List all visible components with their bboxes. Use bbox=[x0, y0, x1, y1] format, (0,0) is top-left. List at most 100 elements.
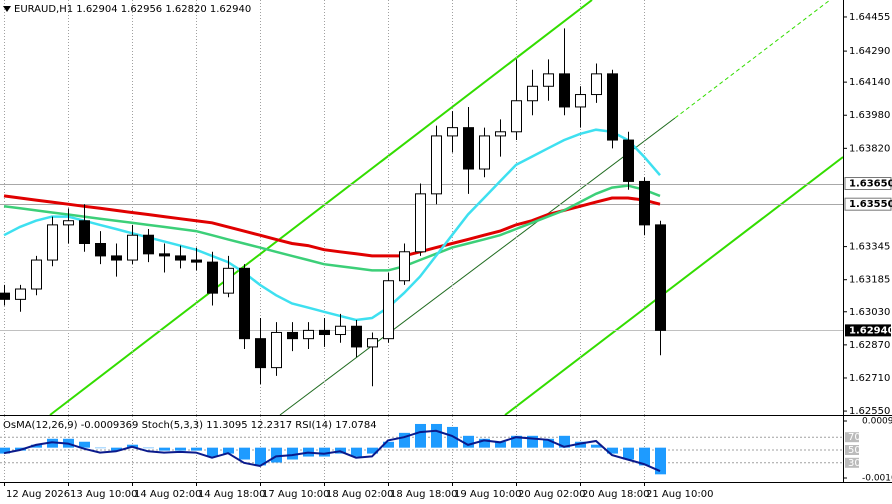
y2-tick-box bbox=[845, 457, 859, 468]
indicator-pane bbox=[0, 416, 843, 482]
osma-bar bbox=[31, 444, 42, 448]
x-tick-label: 14 Aug 02:00 bbox=[134, 489, 201, 500]
y-tick-label: 1.63820 bbox=[849, 143, 890, 154]
y-tick-label: 1.63030 bbox=[849, 307, 890, 318]
last-price-label: 1.62940 bbox=[849, 325, 892, 336]
trend-line bbox=[674, 0, 831, 119]
candle-body bbox=[495, 131, 506, 137]
osma-bar bbox=[191, 447, 202, 451]
x-tick-label: 14 Aug 18:00 bbox=[198, 489, 265, 500]
candle-body bbox=[127, 234, 138, 261]
candle-body bbox=[527, 85, 538, 102]
osma-bar bbox=[591, 444, 602, 448]
x-tick-label: 12 Aug 2026 bbox=[6, 489, 70, 500]
y-tick-label: 1.64140 bbox=[849, 77, 890, 88]
candle-body bbox=[431, 135, 442, 195]
x-tick-label: 21 Aug 10:00 bbox=[646, 489, 713, 500]
candle-body bbox=[191, 259, 202, 263]
channel-line bbox=[49, 0, 593, 416]
x-tick-label: 18 Aug 18:00 bbox=[390, 489, 457, 500]
x-tick-label: 20 Aug 18:00 bbox=[582, 489, 649, 500]
candle-body bbox=[0, 292, 10, 300]
osma-bar bbox=[79, 441, 90, 448]
candle-body bbox=[15, 288, 26, 300]
osma-bar bbox=[399, 432, 410, 448]
candle-body bbox=[415, 193, 426, 253]
level-label-box bbox=[844, 197, 892, 211]
level-label: 1.63550 bbox=[849, 199, 892, 210]
osma-bar bbox=[543, 438, 554, 448]
osma-bar bbox=[271, 447, 282, 463]
osma-bar bbox=[527, 435, 538, 448]
candle-body bbox=[543, 73, 554, 87]
candle-body bbox=[47, 224, 58, 261]
candle-body bbox=[463, 127, 474, 170]
candle-body bbox=[223, 267, 234, 294]
y2-tick-label: 70 bbox=[848, 432, 861, 443]
osma-bar bbox=[0, 447, 10, 454]
osma-bar bbox=[159, 447, 170, 451]
candle-body bbox=[351, 325, 362, 348]
osma-bar bbox=[479, 438, 490, 448]
x-tick-label: 20 Aug 02:00 bbox=[518, 489, 585, 500]
x-tick-label: 17 Aug 10:00 bbox=[262, 489, 329, 500]
moving-average bbox=[3, 184, 661, 272]
candle-body bbox=[639, 180, 650, 226]
candle-body bbox=[287, 331, 298, 340]
chart-title: EURAUD,H1 1.62904 1.62956 1.62820 1.6294… bbox=[14, 4, 251, 15]
osma-bar bbox=[623, 447, 634, 460]
candle-body bbox=[95, 242, 106, 257]
candle-body bbox=[623, 139, 634, 182]
y-tick-label: 1.63185 bbox=[849, 275, 890, 286]
osma-bar bbox=[415, 423, 426, 448]
candle-body bbox=[367, 338, 378, 348]
y2-tick-label: 50 bbox=[848, 445, 861, 456]
candle-body bbox=[655, 224, 666, 331]
level-label: 1.63650 bbox=[849, 179, 892, 190]
candle-body bbox=[447, 127, 458, 137]
y-tick-label: 0.000900 bbox=[862, 417, 892, 427]
menu-arrow bbox=[3, 6, 11, 12]
osma-bar bbox=[143, 447, 154, 449]
osma-bar bbox=[287, 447, 298, 460]
candle-body bbox=[255, 338, 266, 369]
osma-bar bbox=[559, 435, 570, 448]
osma-bar bbox=[511, 435, 522, 448]
candle-body bbox=[271, 331, 282, 369]
osma-bar bbox=[255, 447, 266, 466]
y-tick-label: 1.64290 bbox=[849, 46, 890, 57]
osma-bar bbox=[639, 447, 650, 466]
osma-bar bbox=[223, 447, 234, 454]
osma-bar bbox=[431, 423, 442, 448]
candle-body bbox=[607, 73, 618, 141]
candle-body bbox=[63, 220, 74, 226]
candle-body bbox=[31, 259, 42, 290]
y-tick-label: -0.001024 bbox=[862, 474, 892, 484]
level-label-box bbox=[844, 177, 892, 191]
x-tick-label: 18 Aug 02:00 bbox=[326, 489, 393, 500]
x-tick-label: 13 Aug 10:00 bbox=[70, 489, 137, 500]
candle-body bbox=[575, 94, 586, 108]
y-tick-label: 1.62710 bbox=[849, 373, 890, 384]
osma-bar bbox=[319, 447, 330, 457]
candle-body bbox=[591, 73, 602, 96]
osma-bar bbox=[95, 447, 106, 449]
indicator-title: OsMA(12,26,9) -0.0009369 Stoch(5,3,3) 11… bbox=[3, 420, 377, 431]
y2-tick-label: 30 bbox=[848, 458, 861, 469]
candle-body bbox=[319, 329, 330, 336]
y-tick-label: 1.64455 bbox=[849, 12, 890, 23]
osma-bar bbox=[367, 447, 378, 454]
channel-line bbox=[504, 156, 843, 416]
osma-bar bbox=[239, 447, 250, 460]
candle-body bbox=[559, 73, 570, 108]
rsi-line bbox=[3, 429, 661, 473]
trend-line bbox=[279, 117, 676, 416]
y-tick-label: 1.62870 bbox=[849, 340, 890, 351]
candle-body bbox=[399, 251, 410, 282]
y-tick-label: 1.62550 bbox=[849, 406, 890, 417]
candle-body bbox=[479, 135, 490, 170]
candle-body bbox=[239, 267, 250, 340]
candle-body bbox=[175, 255, 186, 261]
candle-body bbox=[383, 280, 394, 340]
osma-bar bbox=[575, 441, 586, 448]
